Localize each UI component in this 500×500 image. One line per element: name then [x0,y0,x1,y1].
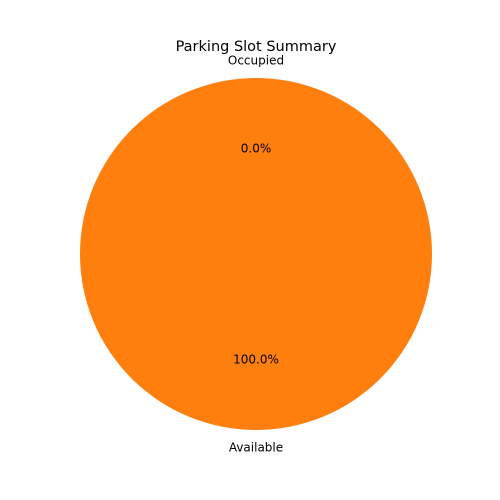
slice-percent-occupied: 0.0% [241,141,272,155]
chart-title: Parking Slot Summary [176,39,337,55]
slice-percent-available: 100.0% [233,353,279,367]
slice-label-available: Available [229,441,283,455]
slice-label-occupied: Occupied [228,53,284,67]
pie-slices [80,78,432,430]
pie-labels: Occupied 0.0% Available 100.0% [228,53,284,454]
pie-slice-available [80,78,432,430]
